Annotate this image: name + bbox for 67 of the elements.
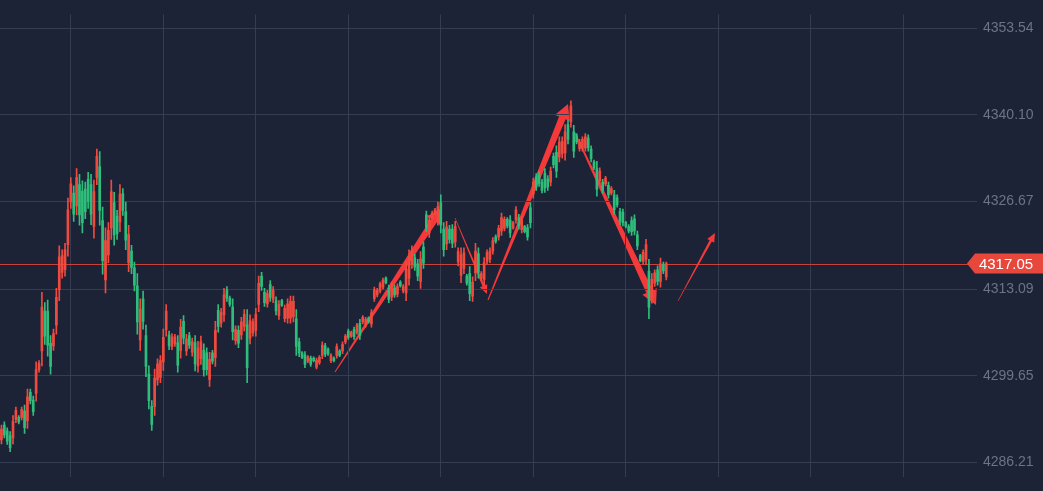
- candlestick: [636, 230, 639, 251]
- candlestick: [266, 290, 269, 308]
- candlestick: [448, 224, 451, 244]
- candlestick: [471, 276, 474, 302]
- candlestick: [179, 319, 182, 359]
- y-tick-label: 4353.54: [983, 19, 1034, 36]
- candlestick: [260, 271, 263, 291]
- candlestick: [205, 347, 208, 376]
- candlestick: [581, 136, 584, 152]
- y-tick-label: 4326.67: [983, 192, 1034, 209]
- y-tick-label: 4286.21: [983, 453, 1034, 470]
- y-tick-label: 4340.10: [983, 105, 1034, 122]
- candlestick: [370, 309, 373, 328]
- candlestick: [557, 136, 561, 163]
- candlestick: [364, 317, 367, 328]
- candlestick: [633, 214, 636, 236]
- candlestick: [315, 357, 318, 370]
- candlestick: [422, 241, 425, 269]
- candlestick: [292, 295, 295, 323]
- candlestick: [208, 351, 211, 387]
- candlestick: [312, 356, 315, 363]
- candlestick: [549, 166, 552, 187]
- candlestick: [367, 316, 370, 324]
- candlestick: [23, 404, 26, 434]
- candlestick: [341, 341, 344, 354]
- candlestick: [214, 320, 217, 367]
- candlestick: [182, 315, 185, 345]
- candlestick: [578, 139, 581, 152]
- candlestick: [656, 265, 659, 286]
- candlestick: [584, 133, 587, 152]
- candlestick: [234, 325, 237, 345]
- candlestick: [552, 152, 555, 169]
- candlestick: [372, 286, 376, 302]
- y-tick-label: 4313.09: [983, 279, 1034, 296]
- candlestick: [393, 284, 396, 298]
- candlestick: [390, 281, 393, 301]
- candlestick: [344, 333, 347, 345]
- ref-line-label: 4317.05: [978, 254, 1034, 272]
- candlestick: [500, 212, 503, 236]
- candlestick: [630, 216, 633, 236]
- candlestick: [263, 288, 266, 307]
- candlestick: [662, 261, 665, 274]
- candlestick: [0, 424, 3, 445]
- candlestick: [289, 295, 292, 324]
- candlestick: [610, 186, 613, 196]
- y-tick-label: 4299.65: [983, 366, 1034, 383]
- candlestick: [503, 216, 506, 232]
- candlestick: [604, 175, 607, 187]
- candlestick: [555, 145, 558, 178]
- candlestick: [338, 349, 341, 358]
- candlestick: [445, 221, 448, 251]
- candlestick: [185, 333, 188, 356]
- candlestick: [396, 283, 399, 298]
- candlestick: [346, 328, 350, 340]
- candlestick: [451, 224, 454, 249]
- candlestick: [607, 181, 610, 199]
- candlestick: [399, 280, 402, 288]
- candlestick: [188, 331, 191, 349]
- candlestick: [425, 210, 428, 232]
- candlestick: [477, 247, 480, 279]
- candlestick: [211, 350, 214, 365]
- candlestick: [20, 406, 24, 421]
- candlestick: [26, 388, 29, 429]
- candlestick: [231, 298, 235, 341]
- candlestick: [286, 298, 289, 324]
- candlestick: [237, 325, 240, 349]
- candlestick: [75, 168, 78, 216]
